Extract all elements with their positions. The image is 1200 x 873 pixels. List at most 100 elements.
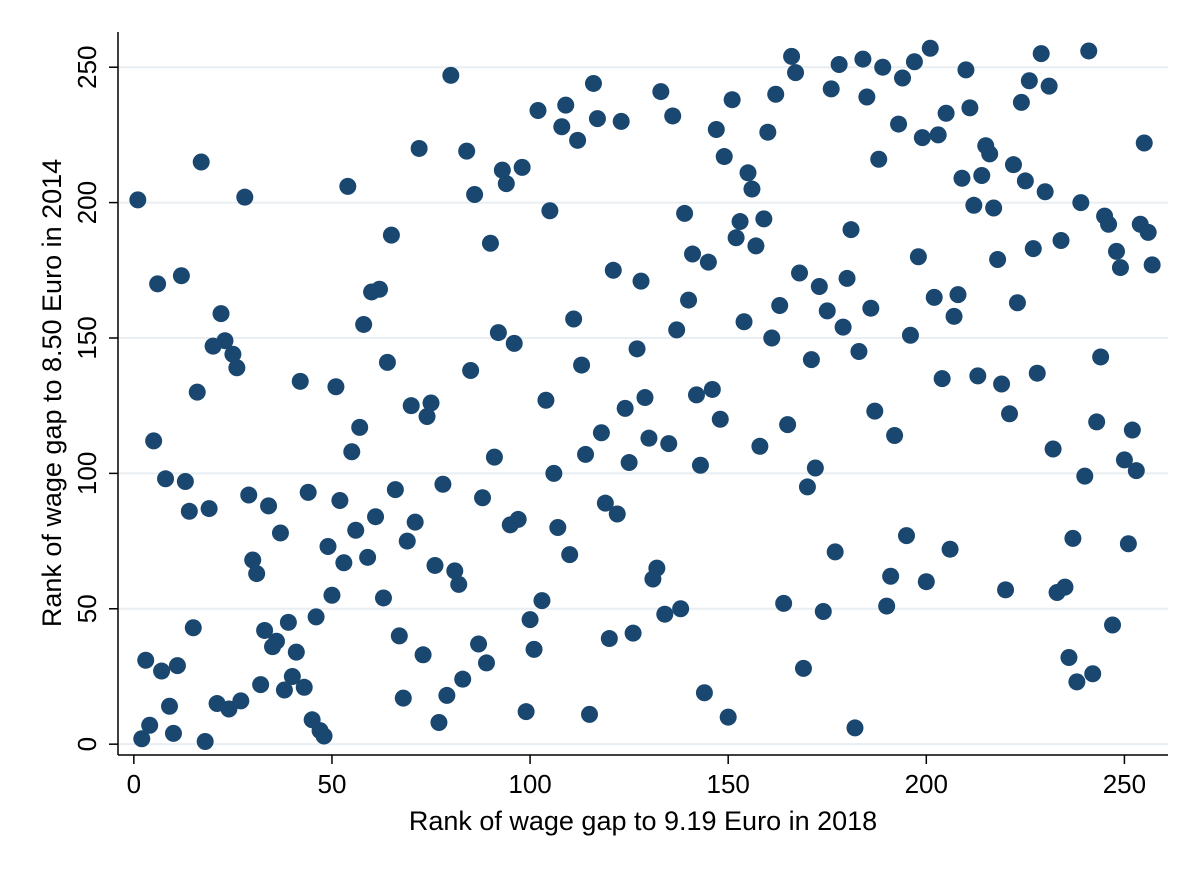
scatter-point [422, 394, 440, 412]
scatter-point [458, 142, 476, 160]
scatter-point [279, 613, 297, 631]
scatter-point [529, 102, 547, 120]
scatter-point [347, 521, 365, 539]
scatter-point [735, 313, 753, 331]
scatter-point [723, 91, 741, 109]
scatter-point [854, 50, 872, 68]
scatter-point [236, 188, 254, 206]
scatter-point [474, 489, 492, 507]
scatter-point [925, 288, 943, 306]
scatter-point [703, 380, 721, 398]
scatter-point [485, 448, 503, 466]
scatter-point [834, 318, 852, 336]
scatter-point [200, 500, 218, 518]
scatter-point [660, 435, 678, 453]
scatter-point [878, 597, 896, 615]
scatter-point [355, 315, 373, 333]
scatter-point [894, 69, 912, 87]
scatter-point [810, 278, 828, 296]
scatter-point [1104, 616, 1122, 634]
scatter-point [442, 66, 460, 84]
scatter-point [315, 727, 333, 745]
x-tick-label: 100 [508, 769, 551, 799]
scatter-point [343, 443, 361, 461]
scatter-point [624, 624, 642, 642]
gridlines [118, 66, 1168, 746]
scatter-point [1016, 172, 1034, 190]
scatter-point [283, 667, 301, 685]
scatter-point [616, 399, 634, 417]
scatter-point [161, 697, 179, 715]
scatter-point [909, 248, 927, 266]
scatter-point [953, 169, 971, 187]
scatter-point [378, 353, 396, 371]
scatter-point [450, 575, 468, 593]
y-tick-label: 250 [72, 46, 102, 89]
scatter-point [521, 611, 539, 629]
scatter-point [426, 556, 444, 574]
scatter-point [1004, 156, 1022, 174]
scatter-point [1127, 462, 1145, 480]
scatter-point [454, 670, 472, 688]
x-tick-label: 200 [905, 769, 948, 799]
scatter-point [680, 291, 698, 309]
scatter-point [1080, 42, 1098, 60]
scatter-point [327, 378, 345, 396]
scatter-point [260, 497, 278, 515]
scatter-point [493, 161, 511, 179]
scatter-point [822, 80, 840, 98]
scatter-point [549, 519, 567, 537]
scatter-point [1036, 183, 1054, 201]
y-tick-label: 150 [72, 316, 102, 359]
scatter-point [882, 567, 900, 585]
scatter-point [371, 280, 389, 298]
scatter-point [525, 640, 543, 658]
scatter-point [192, 153, 210, 171]
scatter-point [668, 321, 686, 339]
scatter-point [997, 581, 1015, 599]
scatter-point [1092, 348, 1110, 366]
scatter-point [672, 600, 690, 618]
x-axis-title: Rank of wage gap to 9.19 Euro in 2018 [409, 806, 877, 836]
scatter-point [870, 150, 888, 168]
scatter-point [830, 55, 848, 73]
scatter-point [323, 586, 341, 604]
scatter-point [1076, 467, 1094, 485]
scatter-point [874, 58, 892, 76]
scatter-point [858, 88, 876, 106]
scatter-point [497, 175, 515, 193]
scatter-point [470, 635, 488, 653]
scatter-point [402, 397, 420, 415]
scatter-point [791, 264, 809, 282]
scatter-point [299, 483, 317, 501]
scatter-point [232, 692, 250, 710]
scatter-point [798, 478, 816, 496]
scatter-point [806, 459, 824, 477]
scatter-point [719, 708, 737, 726]
scatter-point [295, 678, 313, 696]
scatter-point [533, 592, 551, 610]
scatter-point [561, 546, 579, 564]
scatter-point [509, 510, 527, 528]
scatter-point [271, 524, 289, 542]
scatter-point [588, 110, 606, 128]
scatter-point [581, 705, 599, 723]
scatter-point [1088, 413, 1106, 431]
scatter-point [446, 562, 464, 580]
scatter-point [985, 199, 1003, 217]
scatter-point [172, 267, 190, 285]
scatter-point [652, 83, 670, 101]
scatter-point [917, 573, 935, 591]
scatter-point [862, 299, 880, 317]
scatter-point [331, 491, 349, 509]
scatter-point [216, 332, 234, 350]
scatter-point [684, 245, 702, 263]
scatter-point [1084, 665, 1102, 683]
scatter-point [287, 643, 305, 661]
x-tick-label: 0 [127, 769, 141, 799]
scatter-point [157, 470, 175, 488]
scatter-point [802, 351, 820, 369]
scatter-point [921, 39, 939, 57]
scatter-point [1008, 294, 1026, 312]
scatter-point [989, 250, 1007, 268]
